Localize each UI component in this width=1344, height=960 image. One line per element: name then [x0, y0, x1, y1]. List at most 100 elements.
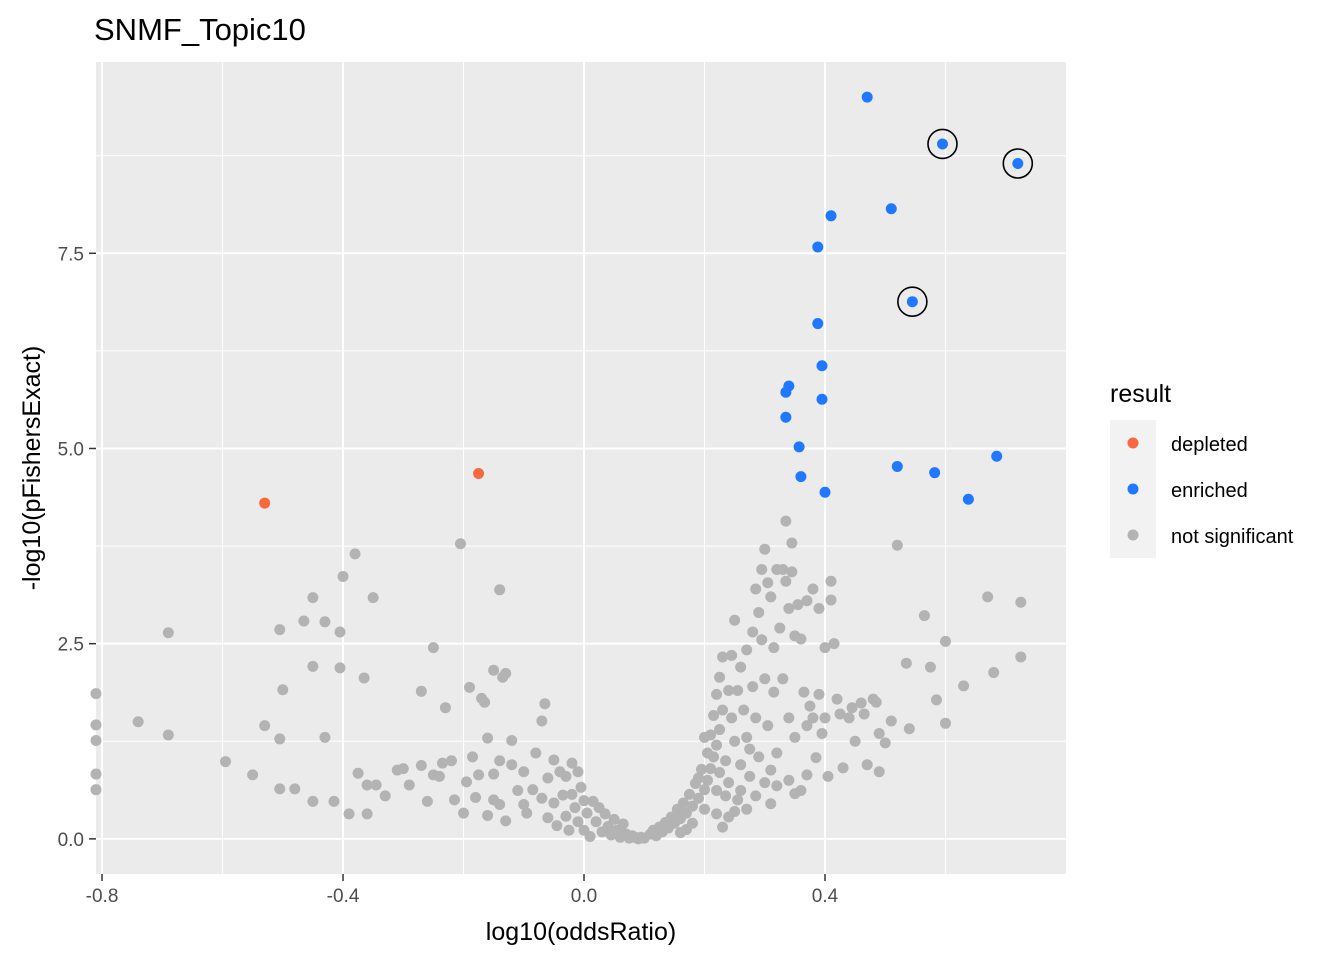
point-not-significant [566, 788, 578, 800]
point-enriched [816, 393, 828, 405]
point-not-significant [834, 708, 846, 720]
x-axis-title: log10(oddsRatio) [486, 918, 676, 946]
point-not-significant [789, 731, 801, 743]
point-not-significant [786, 537, 798, 549]
point-not-significant [536, 792, 548, 804]
point-not-significant [861, 759, 873, 771]
point-not-significant [735, 661, 747, 673]
point-not-significant [608, 813, 620, 825]
legend-label-depleted: depleted [1171, 434, 1248, 456]
point-not-significant [744, 743, 756, 755]
point-not-significant [819, 642, 831, 654]
point-not-significant [361, 779, 373, 791]
point-not-significant [723, 777, 735, 789]
point-not-significant [367, 592, 379, 604]
point-not-significant [162, 729, 174, 741]
point-not-significant [560, 810, 572, 822]
point-not-significant [807, 583, 819, 595]
point-not-significant [825, 575, 837, 587]
legend: result depleted enriched not significant [1110, 380, 1294, 558]
point-not-significant [732, 685, 744, 697]
point-not-significant [750, 712, 762, 724]
point-not-significant [349, 548, 361, 560]
x-axis-ticks: -0.8 -0.4 0.0 0.4 [86, 874, 839, 907]
point-not-significant [723, 811, 735, 823]
legend-key-not-significant [1127, 529, 1139, 541]
point-not-significant [572, 766, 584, 778]
point-not-significant [686, 800, 698, 812]
point-not-significant [924, 661, 936, 673]
point-not-significant [518, 799, 530, 811]
point-not-significant [765, 798, 777, 810]
point-not-significant [771, 780, 783, 792]
point-not-significant [530, 747, 542, 759]
point-not-significant [747, 626, 759, 638]
point-not-significant [427, 642, 439, 654]
x-tick-label: -0.4 [327, 886, 360, 907]
point-not-significant [783, 774, 795, 786]
point-not-significant [765, 764, 777, 776]
point-not-significant [590, 816, 602, 828]
point-not-significant [599, 808, 611, 820]
point-not-significant [542, 812, 554, 824]
point-not-significant [132, 716, 144, 728]
y-tick-label: 7.5 [58, 244, 84, 265]
point-not-significant [783, 712, 795, 724]
point-not-significant [247, 769, 259, 781]
point-not-significant [918, 610, 930, 622]
point-not-significant [735, 759, 747, 771]
point-not-significant [759, 777, 771, 789]
point-not-significant [506, 734, 518, 746]
point-not-significant [940, 635, 952, 647]
point-not-significant [810, 752, 822, 764]
point-not-significant [756, 634, 768, 646]
point-not-significant [982, 591, 994, 603]
point-not-significant [455, 538, 467, 550]
point-not-significant [738, 704, 750, 716]
point-not-significant [747, 681, 759, 693]
point-not-significant [220, 756, 232, 768]
point-not-significant [720, 790, 732, 802]
point-enriched [885, 203, 897, 215]
point-not-significant [319, 616, 331, 628]
point-not-significant [780, 575, 792, 587]
x-tick-label: 0.4 [812, 886, 839, 907]
point-not-significant [777, 673, 789, 685]
point-not-significant [708, 751, 720, 763]
point-not-significant [358, 672, 370, 684]
point-not-significant [699, 784, 711, 796]
point-not-significant [521, 807, 533, 819]
point-not-significant [518, 766, 530, 778]
point-not-significant [735, 784, 747, 796]
point-not-significant [795, 784, 807, 796]
point-not-significant [445, 755, 457, 767]
point-not-significant [958, 680, 970, 692]
point-enriched [1012, 158, 1024, 169]
point-enriched [812, 241, 824, 253]
point-not-significant [494, 799, 506, 811]
point-not-significant [578, 795, 590, 807]
point-not-significant [798, 686, 810, 698]
point-not-significant [768, 642, 780, 654]
point-not-significant [801, 769, 813, 781]
point-not-significant [307, 795, 319, 807]
point-not-significant [274, 624, 286, 636]
point-not-significant [819, 712, 831, 724]
point-not-significant [717, 821, 729, 833]
legend-key-enriched [1127, 483, 1139, 495]
point-not-significant [1015, 651, 1027, 663]
point-not-significant [494, 584, 506, 596]
point-enriched [936, 138, 948, 150]
point-not-significant [792, 599, 804, 611]
point-enriched [816, 360, 828, 372]
point-not-significant [765, 591, 777, 603]
point-not-significant [307, 660, 319, 672]
point-not-significant [298, 615, 310, 627]
point-not-significant [711, 808, 723, 820]
point-not-significant [741, 731, 753, 743]
point-not-significant [705, 763, 717, 775]
point-not-significant [732, 794, 744, 806]
point-not-significant [759, 673, 771, 685]
point-not-significant [674, 827, 686, 839]
